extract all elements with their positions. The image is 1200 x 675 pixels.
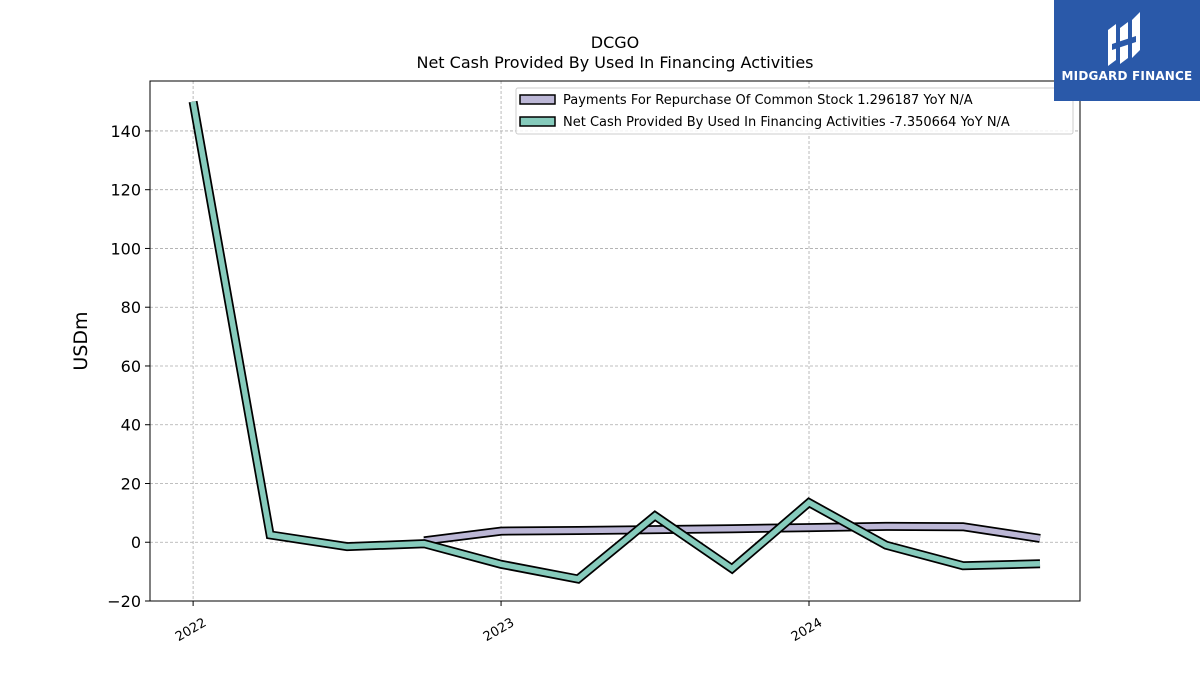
y-axis-label: USDm <box>70 311 92 370</box>
y-tick-label: 120 <box>110 181 141 200</box>
x-tick-label: 2023 <box>481 615 517 645</box>
y-tick-label: 60 <box>121 357 141 376</box>
series-layer <box>188 100 1041 584</box>
x-tick-label: 2022 <box>173 615 209 645</box>
series-line-net-cash <box>190 101 1041 582</box>
y-tick-label: −20 <box>107 592 141 611</box>
brand-logo: MIDGARD FINANCE <box>1054 0 1200 101</box>
x-tick-label: 2024 <box>789 615 825 645</box>
plot-frame <box>149 80 1081 602</box>
logo-text: MIDGARD FINANCE <box>1061 69 1193 83</box>
y-tick-label: 20 <box>121 474 141 493</box>
legend: Payments For Repurchase Of Common Stock … <box>515 87 1074 135</box>
midgard-logo-icon <box>1108 12 1140 66</box>
chart-title: DCGO <box>591 33 639 52</box>
y-tick-label: 140 <box>110 122 141 141</box>
legend-box <box>515 87 1074 135</box>
legend-swatch-net-cash <box>519 116 556 127</box>
y-tick-label: 40 <box>121 416 141 435</box>
legend-label-net-cash: Net Cash Provided By Used In Financing A… <box>563 115 1010 130</box>
y-tick-label: 0 <box>131 533 141 552</box>
x-axis-ticks: 2022 2023 2024 <box>173 601 825 645</box>
legend-swatch-repurchase <box>519 94 556 105</box>
series-outline-net-cash <box>188 100 1041 584</box>
legend-label-repurchase: Payments For Repurchase Of Common Stock … <box>563 93 973 108</box>
y-axis-ticks: −20 0 20 40 60 80 100 120 140 <box>107 122 150 611</box>
chart-subtitle: Net Cash Provided By Used In Financing A… <box>416 53 813 72</box>
y-tick-label: 100 <box>110 239 141 258</box>
series-line-repurchase <box>423 523 1041 544</box>
y-tick-label: 80 <box>121 298 141 317</box>
